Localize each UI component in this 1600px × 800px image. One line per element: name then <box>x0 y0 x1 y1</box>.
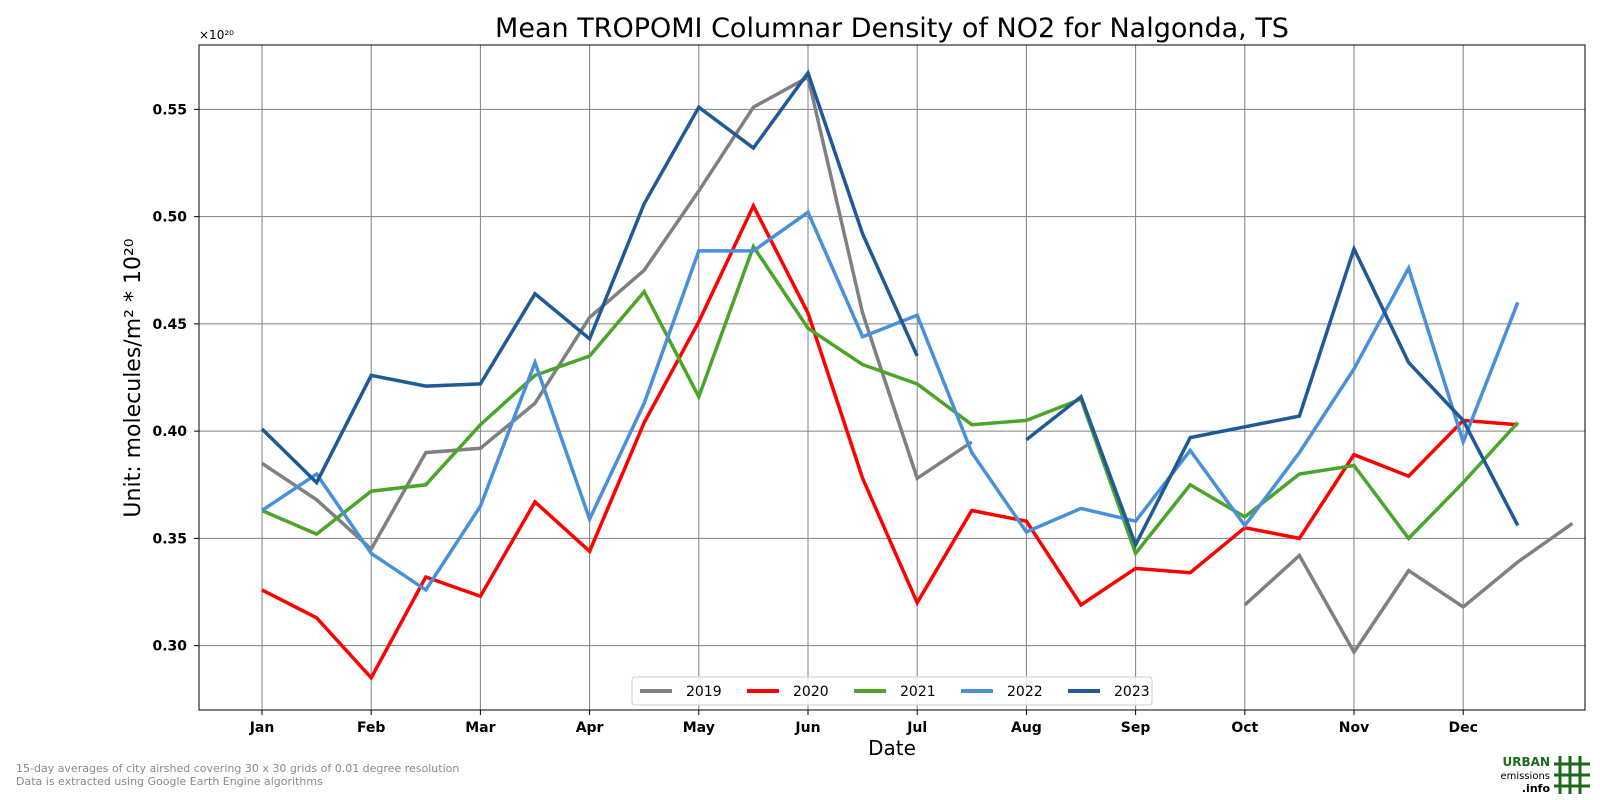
series-line-2022 <box>261 209 1520 593</box>
logo-text-urban: URBAN <box>1503 755 1550 769</box>
y-tick-label: 0.45 <box>152 317 187 333</box>
y-tick-label: 0.50 <box>152 210 187 226</box>
x-tick-label: May <box>683 720 715 736</box>
series-line-2019 <box>261 74 1574 656</box>
legend-label: 2022 <box>1007 684 1043 700</box>
plot-frame <box>198 44 1586 711</box>
y-tick-label: 0.40 <box>152 424 187 440</box>
x-tick-label: Feb <box>357 720 386 736</box>
series-line-2020 <box>261 201 1518 681</box>
x-tick-label: Aug <box>1011 720 1042 736</box>
x-tick-label: Jun <box>794 720 820 736</box>
footnote-line-1: 15-day averages of city airshed covering… <box>16 762 460 775</box>
footnote-line-2: Data is extracted using Google Earth Eng… <box>16 775 323 788</box>
legend-label: 2019 <box>686 684 722 700</box>
x-tick-label: Dec <box>1448 720 1477 736</box>
y-axis-label: Unit: molecules/m² * 10²⁰ <box>121 238 146 517</box>
legend-label: 2021 <box>900 684 936 700</box>
x-tick-label: Oct <box>1231 720 1258 736</box>
series-line-2021 <box>261 242 1520 557</box>
x-tick-label: Jul <box>906 720 927 736</box>
y-offset-label: ×10²⁰ <box>199 28 234 42</box>
x-tick-label: Mar <box>465 720 495 736</box>
y-tick-label: 0.30 <box>152 639 187 655</box>
legend: 2019 2020 2021 2022 2023 <box>631 676 1153 706</box>
x-tick-label: Apr <box>576 720 604 736</box>
legend-label: 2020 <box>793 684 829 700</box>
series-line-2023 <box>260 69 1520 550</box>
chart-title: Mean TROPOMI Columnar Density of NO2 for… <box>495 13 1289 44</box>
x-tick-label: Sep <box>1121 720 1151 736</box>
y-tick-label: 0.35 <box>152 531 187 547</box>
x-tick-label: Nov <box>1339 720 1369 736</box>
legend-box <box>631 676 1153 706</box>
axes: Jan Feb Mar Apr May Jun Jul Aug Sep Oct Nov Dec 0.30… <box>152 102 1477 736</box>
legend-label: 2023 <box>1114 684 1150 700</box>
x-tick-label: Jan <box>249 720 275 736</box>
logo-text-emissions: emissions <box>1500 771 1550 782</box>
logo-grid-icon <box>1554 756 1590 794</box>
grid-lines <box>199 45 1585 710</box>
y-tick-label: 0.55 <box>152 102 187 118</box>
urban-emissions-logo: URBAN emissions .info <box>1500 755 1590 794</box>
series-lines <box>260 69 1574 681</box>
x-axis-label: Date <box>868 736 916 760</box>
logo-text-info: .info <box>1522 782 1551 794</box>
